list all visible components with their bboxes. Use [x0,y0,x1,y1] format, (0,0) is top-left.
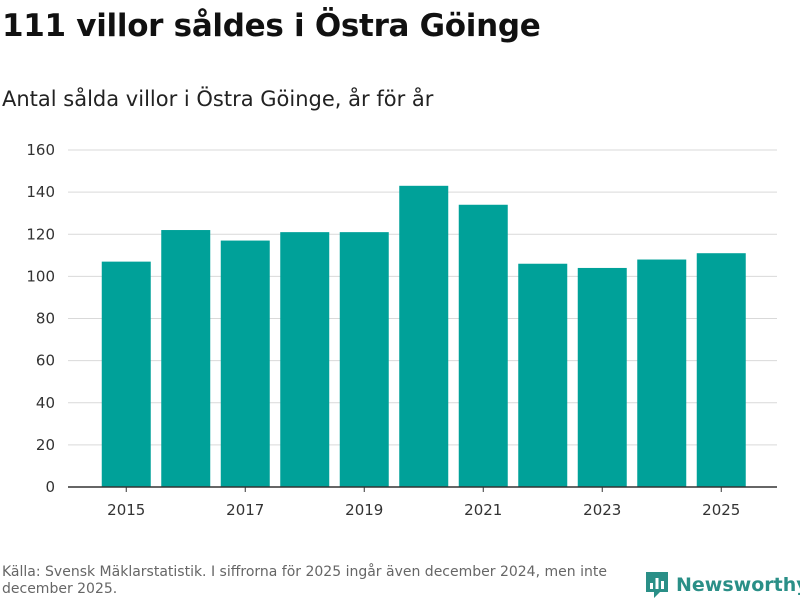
x-tick-label: 2021 [464,501,502,519]
x-tick-label: 2015 [107,501,145,519]
y-tick-label: 60 [36,352,55,370]
axes: 0 20 40 60 80 100 120 140 160 2015 2017 2019 2021 202… [26,141,777,519]
x-tick-label: 2025 [702,501,740,519]
bar-2021[interactable] [458,204,508,487]
bar-2016[interactable] [161,230,211,487]
x-tick-label: 2023 [583,501,621,519]
y-tick-label: 100 [26,267,55,285]
y-tick-label: 40 [36,394,55,412]
bar-2025[interactable] [696,253,746,487]
bar-2023[interactable] [577,267,627,487]
chart-subtitle: Antal sålda villor i Östra Göinge, år fö… [2,87,434,111]
y-tick-label: 0 [45,478,55,496]
brand-logo[interactable]: Newsworthy [644,570,800,600]
bar-2015[interactable] [101,261,151,487]
x-tick-label: 2017 [226,501,264,519]
newsworthy-logo-icon [646,572,668,598]
bar-2017[interactable] [220,240,270,487]
y-tick-label: 80 [36,310,55,328]
y-tick-label: 120 [26,225,55,243]
chart-title: 111 villor såldes i Östra Göinge [2,8,541,44]
bar-2024[interactable] [637,259,687,487]
bar-2022[interactable] [518,263,568,487]
y-tick-label: 140 [26,183,55,201]
bar-2019[interactable] [339,232,389,487]
bars [101,185,746,487]
y-tick-label: 20 [36,436,55,454]
bar-2020[interactable] [399,185,449,487]
x-tick-label: 2019 [345,501,383,519]
y-tick-label: 160 [26,141,55,159]
brand-name: Newsworthy [676,574,800,596]
bar-2018[interactable] [280,232,330,487]
source-note: Källa: Svensk Mäklarstatistik. I siffror… [2,564,607,597]
